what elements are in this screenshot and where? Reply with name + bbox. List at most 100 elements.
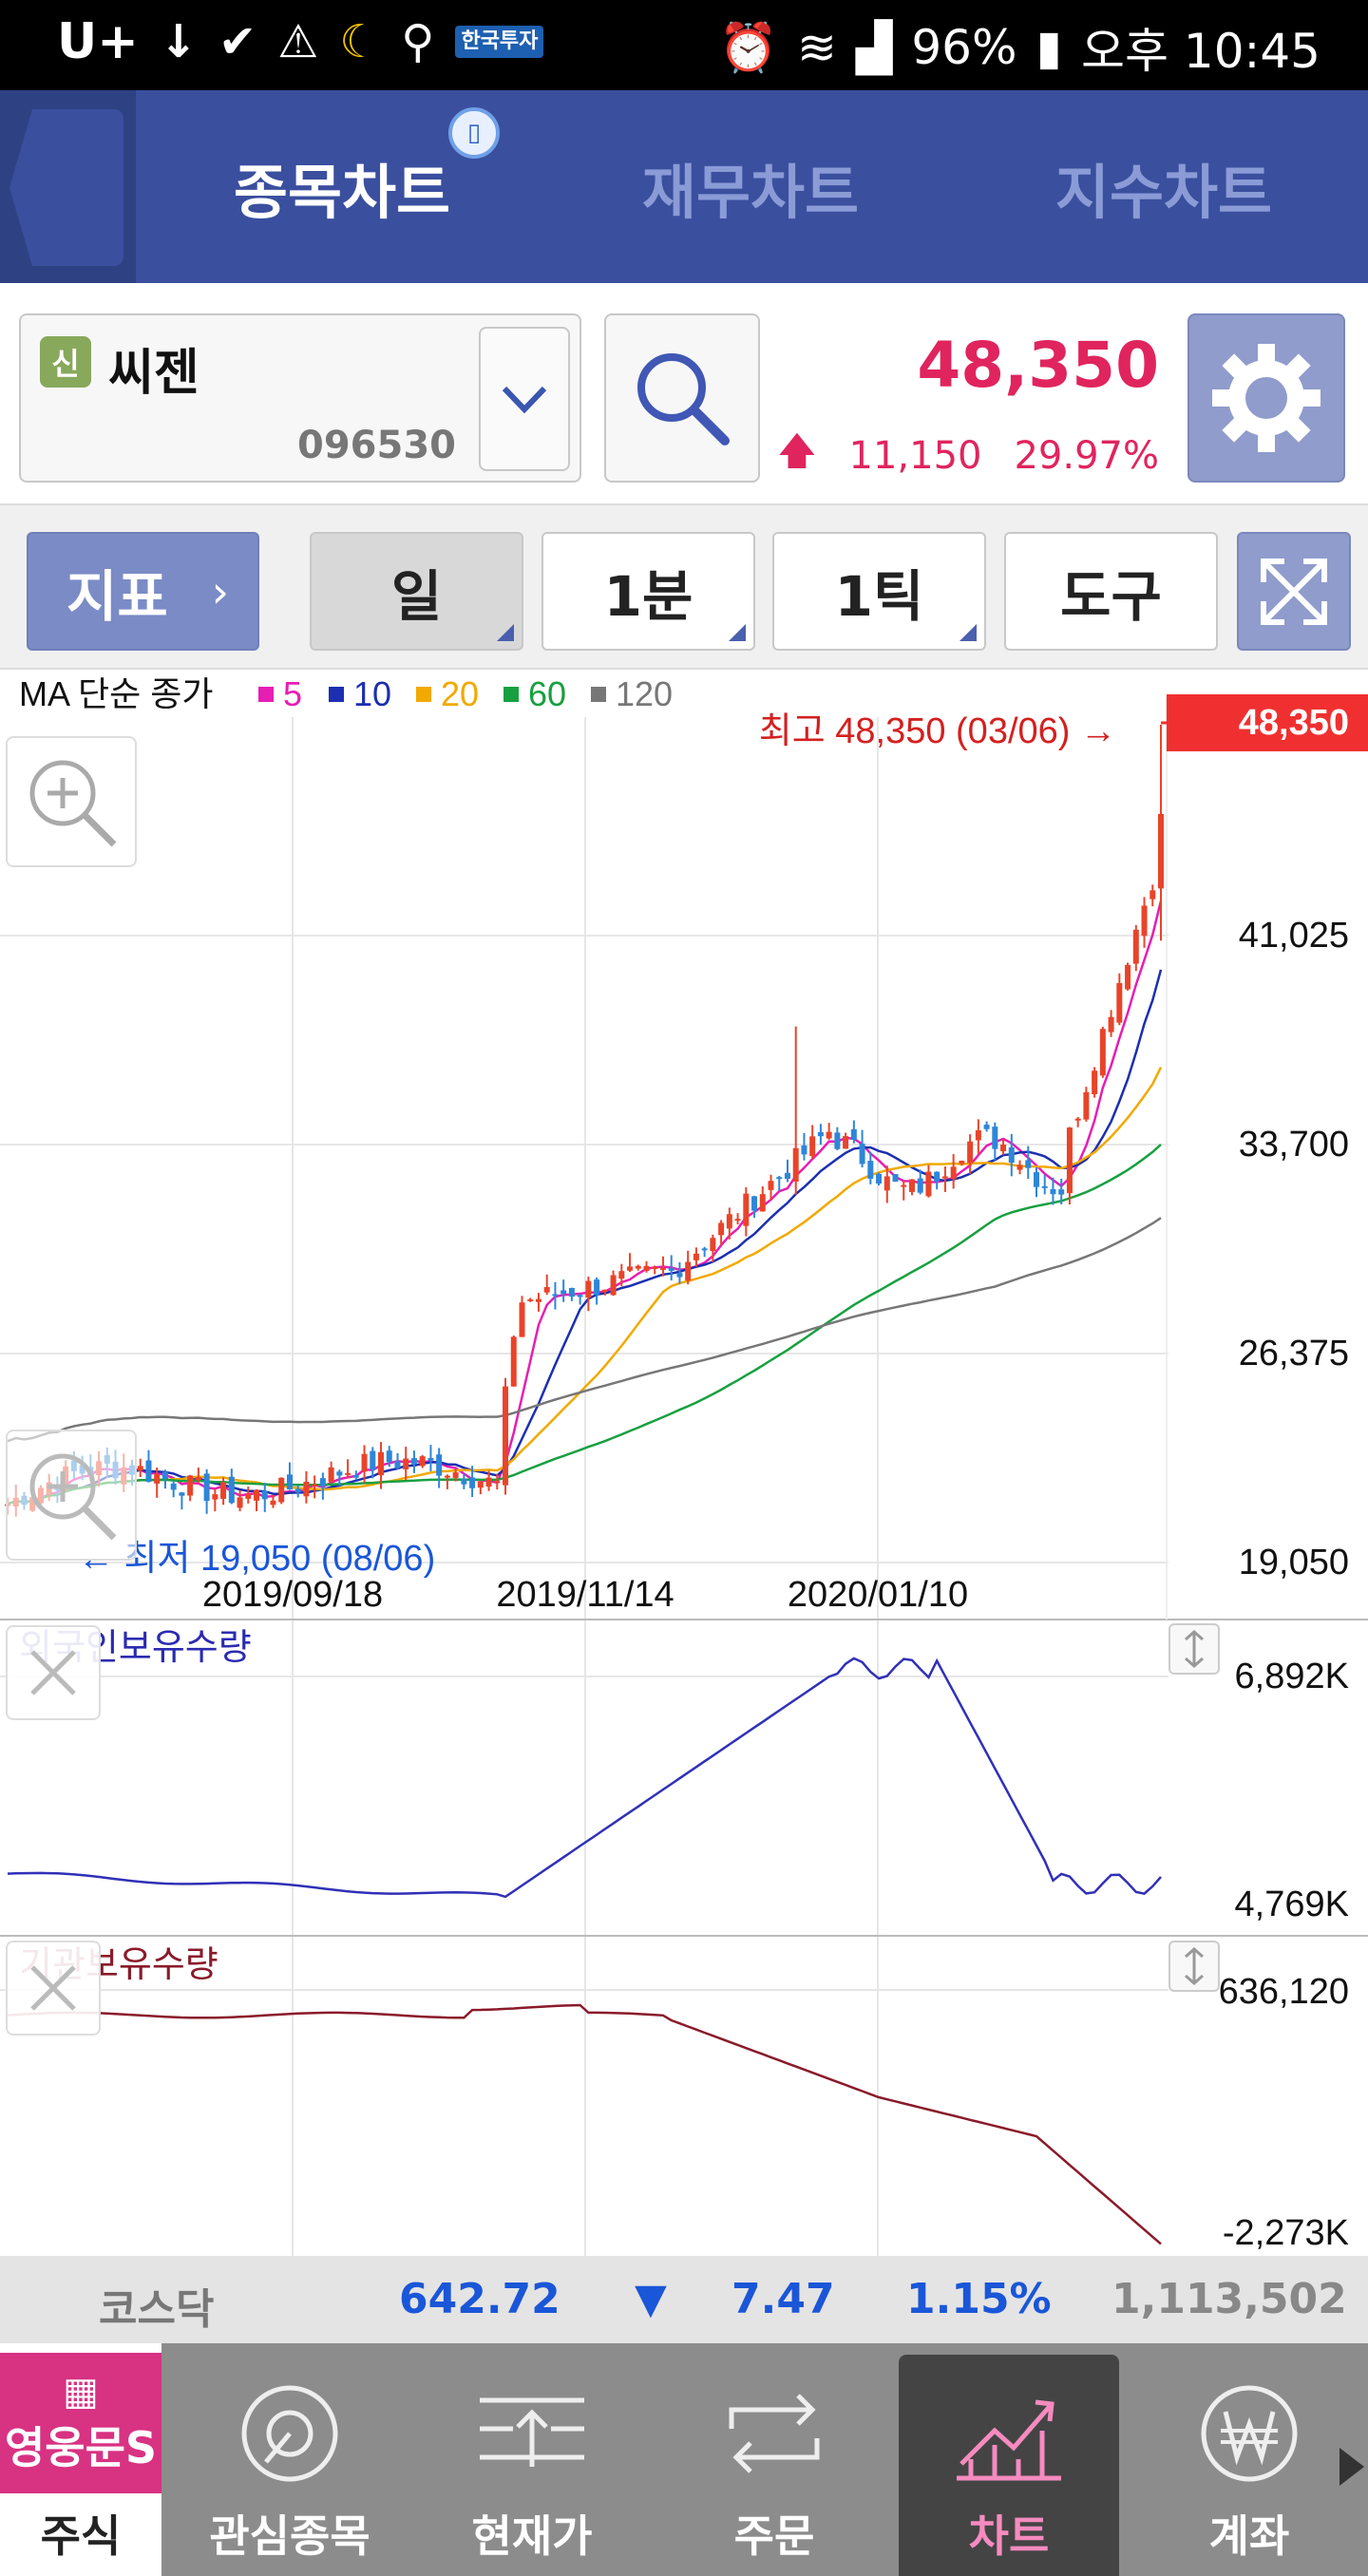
close-foreign-panel-button[interactable] [6, 1625, 101, 1720]
candle-body [784, 1172, 790, 1180]
close-institution-panel-button[interactable] [6, 1941, 101, 2036]
y-axis-ticks: 41,025 33,700 26,375 19,050 [1239, 916, 1349, 1582]
candle-body [162, 1471, 168, 1479]
alarm-icon: ⏰ [718, 19, 778, 75]
candle-body [270, 1500, 276, 1506]
chart-area[interactable]: MA 단순 종가 5 10 20 60 120 48,350 최고 48,350… [0, 670, 1368, 2256]
signal-icon: ▟ [855, 20, 893, 75]
candle-body [1058, 1189, 1065, 1195]
watchlist-icon [241, 2385, 338, 2482]
nav-chart[interactable]: 차트 [899, 2355, 1119, 2576]
candle-body [618, 1271, 625, 1279]
corner-indicator-icon [729, 624, 746, 641]
stock-dropdown-button[interactable] [479, 327, 570, 471]
candle-body [552, 1294, 559, 1297]
nav-current-price[interactable]: 현재가 [423, 2343, 641, 2576]
resize-foreign-panel-handle[interactable] [1168, 1623, 1220, 1675]
period-tick-button[interactable]: 1틱 [772, 532, 986, 651]
settings-button[interactable] [1188, 313, 1345, 483]
close-icon [30, 1965, 76, 2011]
expand-icon [1261, 558, 1327, 625]
market-change-pct: 1.15% [906, 2275, 1052, 2323]
phone-link-icon[interactable]: ▯ [448, 107, 500, 159]
stock-credit-badge: 신 [40, 336, 91, 388]
nav-stocks-label: 주식 [40, 2510, 122, 2562]
expand-button[interactable] [1237, 532, 1351, 651]
more-arrow-icon[interactable] [1340, 2448, 1364, 2486]
candle-body [336, 1471, 343, 1476]
candle-body [950, 1166, 957, 1180]
candle-body [1016, 1165, 1023, 1170]
candle-body [610, 1275, 617, 1296]
tools-button[interactable]: 도구 [1004, 532, 1218, 651]
ma-line-60 [7, 1143, 1162, 1506]
candle-body [801, 1145, 808, 1155]
chart-icon [957, 2399, 1061, 2481]
candle-body [485, 1477, 492, 1487]
candle-body [145, 1460, 152, 1482]
ma-legend: 5 10 20 60 120 [258, 674, 673, 713]
back-button[interactable] [0, 90, 136, 283]
status-bar: U+ ↓ ✔ ⚠ ☾ ⚲ 한국투자 ⏰ ≋ ▟ 96% ▮ 오후 10:45 [0, 0, 1368, 90]
chevron-down-icon [502, 386, 547, 413]
app-logo-text: 영웅문S [4, 2422, 158, 2473]
candle-body [834, 1132, 841, 1149]
candle-body [170, 1483, 177, 1490]
moon-icon: ☾ [339, 15, 381, 68]
up-arrow-icon: 🡅 [777, 429, 817, 473]
indicator-button[interactable]: 지표 › [27, 532, 259, 651]
price-change-row: 🡅 11,150 29.97% [777, 424, 1159, 488]
candle-body [179, 1492, 185, 1496]
data-activity-icon: ↓ [159, 15, 199, 68]
zoom-out-button[interactable] [6, 1430, 137, 1561]
stock-selector[interactable]: 신 씨젠 096530 [19, 313, 581, 483]
candle-body [187, 1475, 194, 1496]
check-icon: ✔ [218, 15, 257, 68]
candle-body [1116, 983, 1123, 1023]
app-badge: 한국투자 [455, 26, 544, 58]
candle-body [843, 1136, 849, 1149]
nav-order-label: 주문 [733, 2510, 815, 2562]
market-volume: 1,113,502 [1112, 2275, 1347, 2323]
candle-body [908, 1179, 915, 1192]
search-icon [637, 353, 730, 445]
period-minute-button[interactable]: 1분 [542, 532, 755, 651]
wifi-icon: ≋ [796, 20, 837, 75]
candle-body [436, 1454, 443, 1476]
candle-body [519, 1302, 525, 1337]
moving-average-lines [7, 900, 1163, 1506]
candle-body [1025, 1160, 1032, 1168]
tab-stock-chart[interactable]: 종목차트 [233, 157, 451, 227]
close-icon [30, 1650, 76, 1695]
candle-body [1108, 1016, 1114, 1032]
nav-stocks[interactable]: ▦ 영웅문S 주식 [0, 2343, 162, 2576]
market-ticker[interactable]: 코스닥 642.72 ▼ 7.47 1.15% 1,113,502 [0, 2256, 1368, 2343]
nav-watchlist[interactable]: 관심종목 [180, 2343, 399, 2576]
y-tick: -2,273K [1223, 2213, 1349, 2253]
tab-financial-chart[interactable]: 재무차트 [641, 157, 860, 227]
ma-line-5 [7, 900, 1163, 1506]
institution-axis-ticks: 636,120 -2,273K [1219, 1972, 1349, 2253]
nav-account[interactable]: 계좌 [1140, 2343, 1358, 2576]
candle-body [245, 1493, 252, 1499]
candle-body [983, 1125, 990, 1129]
candle-body [1132, 929, 1139, 964]
tab-index-chart[interactable]: 지수차트 [1054, 157, 1273, 227]
candle-body [1099, 1029, 1106, 1076]
candle-body [386, 1450, 392, 1463]
down-arrow-icon: ▼ [635, 2275, 667, 2323]
period-day-button[interactable]: 일 [310, 532, 523, 651]
search-button[interactable] [604, 313, 760, 483]
candle-body [303, 1481, 310, 1497]
stock-code: 096530 [297, 424, 456, 467]
candle-body [850, 1128, 857, 1141]
candle-body [817, 1131, 824, 1137]
candle-body [294, 1488, 301, 1493]
candle-body [361, 1453, 368, 1472]
zoom-in-button[interactable] [6, 736, 137, 867]
resize-institution-panel-handle[interactable] [1168, 1941, 1220, 1992]
candle-body [1000, 1145, 1007, 1152]
chevron-right-icon: › [211, 565, 229, 617]
candle-body [510, 1336, 517, 1387]
nav-order[interactable]: 주문 [665, 2343, 884, 2576]
